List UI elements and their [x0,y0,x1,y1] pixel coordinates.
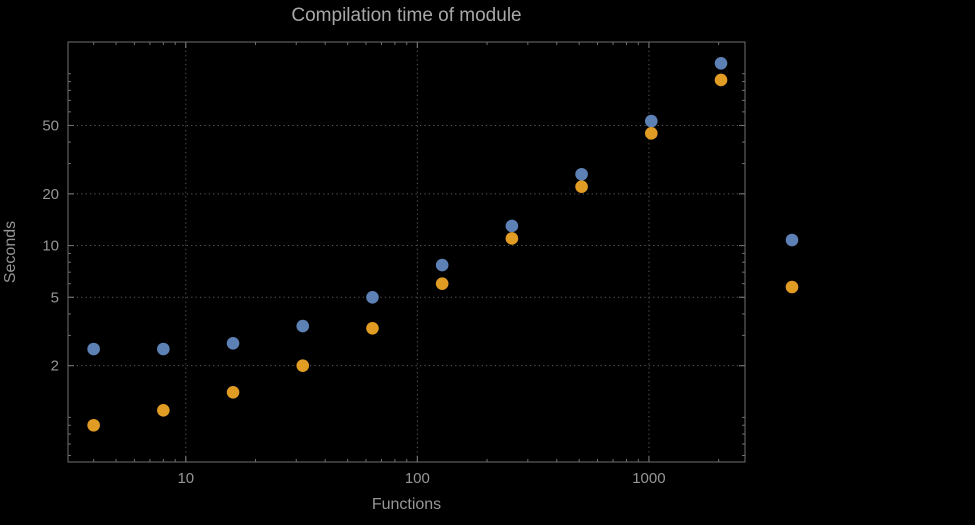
chart-title: Compilation time of module [291,5,522,26]
data-point-series-blue [505,219,519,233]
data-point-series-blue [157,342,170,356]
data-point-series-blue [226,336,240,350]
x-tick-label: 100 [405,470,430,487]
data-point-series-blue [575,167,588,181]
data-point-series-orange [296,359,310,372]
data-point-series-orange [505,232,519,245]
data-point-series-orange [366,321,379,335]
y-tick-label: 50 [42,117,59,134]
data-point-series-orange [435,277,449,290]
data-point-series-blue [366,290,379,304]
plot-frame [67,41,746,463]
y-tick-label: 20 [42,186,59,203]
y-tick-label: 2 [51,358,59,375]
y-tick-label: 10 [42,238,59,255]
data-point-series-blue [296,319,310,333]
data-point-series-orange [714,73,728,87]
data-point-series-orange [226,385,240,399]
y-axis-label: Seconds [2,220,19,284]
legend-marker-series-orange [785,280,799,294]
data-point-series-orange [575,180,588,194]
data-point-series-blue [644,114,658,128]
data-point-series-blue [435,258,449,272]
x-tick-label: 1000 [632,470,665,487]
legend-marker-series-blue [785,233,799,247]
data-point-series-orange [157,403,170,417]
y-tick-label: 5 [51,289,59,306]
x-axis-label: Functions [371,496,442,513]
data-point-series-orange [644,127,658,140]
data-point-series-orange [87,418,100,432]
x-tick-label: 10 [177,470,194,487]
data-point-series-blue [87,342,100,356]
data-point-series-blue [714,57,728,70]
